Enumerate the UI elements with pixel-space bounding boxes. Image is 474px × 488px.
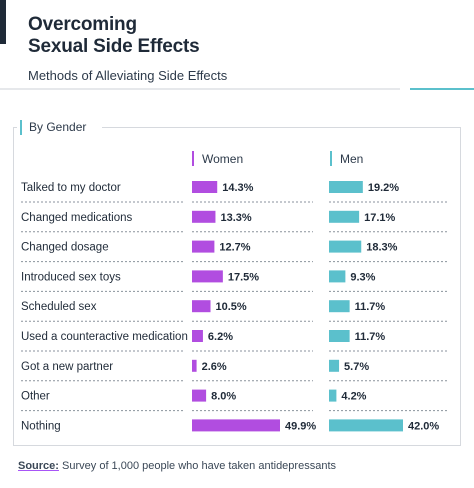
panel-border-left bbox=[13, 127, 17, 128]
women-marker bbox=[192, 151, 194, 166]
women-bar bbox=[192, 240, 215, 253]
women-value-label: 10.5% bbox=[216, 301, 247, 313]
men-bar bbox=[329, 300, 350, 313]
women-bar bbox=[192, 300, 211, 313]
women-bar bbox=[192, 359, 197, 372]
men-value-label: 4.2% bbox=[341, 391, 366, 403]
chart-panel bbox=[13, 127, 461, 446]
category-label: Changed medications bbox=[21, 212, 132, 224]
source-note: Source: Survey of 1,000 people who have … bbox=[18, 460, 336, 472]
women-bar bbox=[192, 210, 216, 223]
category-label: Got a new partner bbox=[21, 361, 113, 373]
women-value-label: 12.7% bbox=[219, 242, 250, 254]
source-text: Survey of 1,000 people who have taken an… bbox=[62, 460, 336, 472]
women-bar bbox=[192, 270, 223, 283]
category-label: Introduced sex toys bbox=[21, 271, 121, 283]
men-column-header: Men bbox=[330, 151, 363, 166]
tab-by-gender[interactable]: By Gender bbox=[20, 118, 86, 136]
women-value-label: 17.5% bbox=[228, 271, 259, 283]
women-value-label: 2.6% bbox=[202, 361, 227, 373]
women-bar bbox=[192, 389, 207, 402]
women-value-label: 49.9% bbox=[285, 420, 316, 432]
women-value-label: 6.2% bbox=[208, 331, 233, 343]
men-value-label: 9.3% bbox=[350, 271, 375, 283]
men-bar bbox=[329, 210, 360, 223]
men-value-label: 11.7% bbox=[355, 331, 386, 343]
men-bar bbox=[329, 270, 346, 283]
tab-accent bbox=[20, 119, 22, 135]
page-title-line2: Sexual Side Effects bbox=[28, 36, 200, 57]
men-bar bbox=[329, 419, 403, 432]
tab-label: By Gender bbox=[29, 120, 87, 134]
women-column-header: Women bbox=[192, 151, 243, 166]
men-value-label: 17.1% bbox=[364, 212, 395, 224]
page-title-line1: Overcoming bbox=[28, 14, 137, 35]
category-label: Talked to my doctor bbox=[21, 182, 121, 194]
men-marker bbox=[330, 151, 332, 166]
page-subtitle: Methods of Alleviating Side Effects bbox=[28, 68, 228, 83]
category-label: Scheduled sex bbox=[21, 301, 97, 313]
header-divider bbox=[0, 88, 400, 90]
men-bar bbox=[329, 389, 337, 402]
women-bar bbox=[192, 181, 218, 193]
men-value-label: 42.0% bbox=[408, 420, 439, 432]
women-value-label: 13.3% bbox=[220, 212, 251, 224]
source-label: Source: bbox=[18, 460, 59, 472]
men-bar bbox=[329, 359, 340, 372]
category-label: Nothing bbox=[21, 420, 61, 432]
category-label: Used a counteractive medication bbox=[21, 331, 188, 343]
men-value-label: 18.3% bbox=[366, 242, 397, 254]
women-value-label: 14.3% bbox=[222, 182, 253, 194]
category-label: Other bbox=[21, 391, 50, 403]
title-accent-bar bbox=[0, 0, 6, 44]
header-divider-accent bbox=[410, 88, 474, 90]
men-bar bbox=[329, 181, 363, 193]
women-label: Women bbox=[202, 151, 244, 166]
men-bar bbox=[329, 330, 350, 342]
women-bar bbox=[192, 330, 203, 342]
category-label: Changed dosage bbox=[21, 242, 109, 254]
panel-border-right bbox=[102, 127, 460, 128]
men-value-label: 11.7% bbox=[355, 301, 386, 313]
men-value-label: 19.2% bbox=[368, 182, 399, 194]
women-bar bbox=[192, 419, 280, 432]
men-label: Men bbox=[340, 151, 364, 166]
men-bar bbox=[329, 240, 362, 253]
header: Overcoming Sexual Side Effects Methods o… bbox=[28, 14, 227, 83]
women-value-label: 8.0% bbox=[211, 391, 236, 403]
men-value-label: 5.7% bbox=[344, 361, 369, 373]
